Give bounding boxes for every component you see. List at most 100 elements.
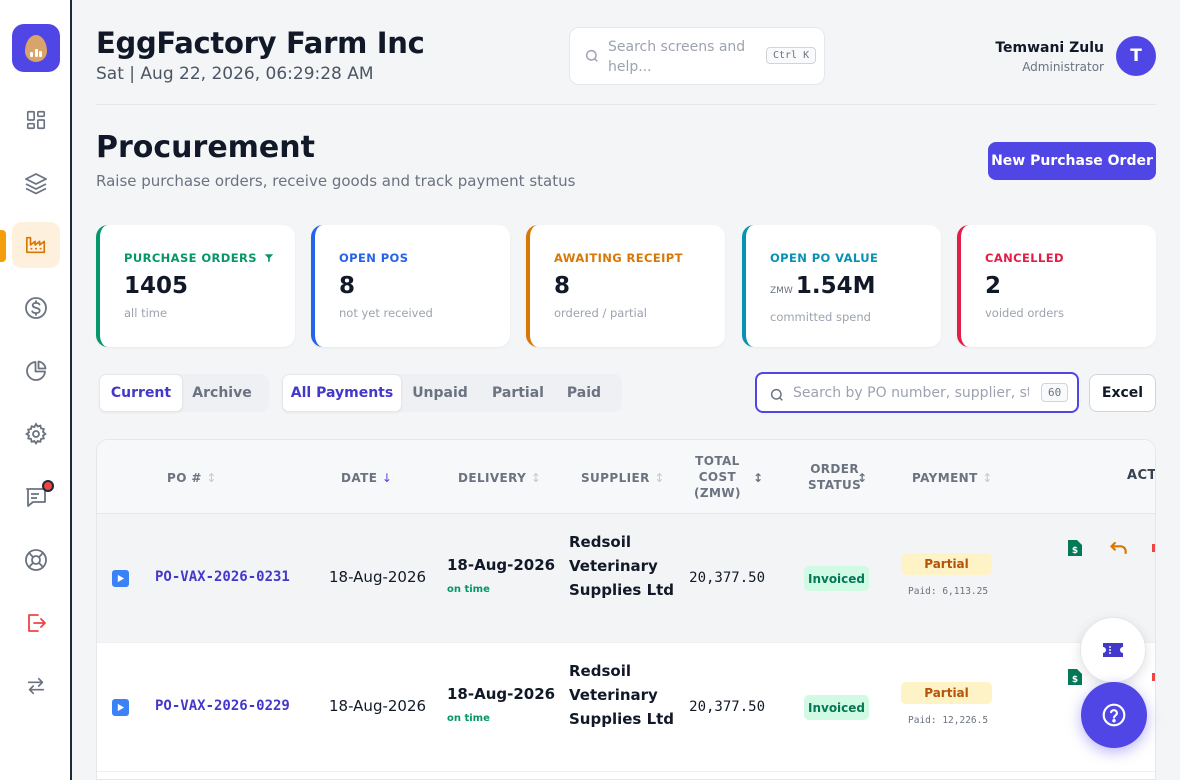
search-icon (585, 49, 598, 62)
user-role: Administrator (1022, 60, 1104, 74)
status-badge: Invoiced (804, 566, 869, 591)
filter-paid[interactable]: Paid (566, 385, 602, 401)
page-title: Procurement (96, 130, 315, 165)
table-header: PO # ↕ DATE ↓ DELIVERY ↕ SUPPLIER ↕ TOTA… (97, 440, 1156, 514)
stat-value: 1.54M (795, 273, 876, 299)
avatar[interactable]: T (1116, 36, 1156, 76)
invoice-icon[interactable]: $ (1067, 539, 1083, 557)
col-order-status[interactable]: ORDER STATUS (808, 462, 862, 492)
stat-value: 8 (554, 273, 571, 299)
col-delivery[interactable]: DELIVERY ↕ (458, 471, 542, 485)
stat-label: PURCHASE ORDERS (124, 251, 257, 265)
invoice-icon[interactable]: $ (1067, 668, 1083, 686)
scope-toggle: Current Archive (99, 374, 269, 412)
stat-card-cancelled[interactable]: CANCELLED 2 voided orders (957, 225, 1156, 347)
delivery-date: 18-Aug-2026 (447, 556, 556, 574)
delete-icon[interactable] (1152, 542, 1155, 552)
po-date: 18-Aug-2026 (329, 568, 427, 586)
svg-text:$: $ (1072, 675, 1078, 685)
nav-procurement[interactable] (12, 222, 60, 268)
stat-label: OPEN PO VALUE (770, 251, 879, 265)
user-name: Temwani Zulu (995, 40, 1104, 56)
global-search[interactable]: Search screens and help... Ctrl K (569, 27, 825, 85)
table-search: 60 (755, 372, 1079, 413)
stat-card-open-po-value[interactable]: OPEN PO VALUE ZMW 1.54M committed spend (742, 225, 941, 347)
header-divider (96, 104, 1156, 105)
stat-card-purchase-orders[interactable]: PURCHASE ORDERS 1405 all time (96, 225, 295, 347)
lifebuoy-icon (25, 549, 47, 571)
payment-badge: Partial (901, 553, 992, 575)
col-actions: ACTIONS (1127, 468, 1156, 483)
total-cost: 20,377.50 (689, 570, 765, 586)
delivery-note: on time (447, 713, 490, 724)
payment-badge: Partial (901, 682, 992, 704)
sort-icon: ↕ (530, 471, 542, 485)
nav-support[interactable] (12, 537, 60, 583)
sort-icon: ↕ (982, 471, 993, 485)
tab-archive[interactable]: Archive (192, 385, 252, 401)
col-total-cost[interactable]: TOTAL COST (ZMW) (694, 454, 741, 500)
settings-gear-icon (24, 422, 47, 446)
supplier-name: Redsoil Veterinary Supplies Ltd (569, 533, 675, 599)
stat-label: OPEN POS (339, 251, 409, 265)
stat-card-open-pos[interactable]: OPEN POS 8 not yet received (311, 225, 510, 347)
undo-icon[interactable] (1109, 540, 1129, 556)
expand-row-icon[interactable] (112, 699, 129, 716)
notification-badge (42, 480, 54, 492)
table-row[interactable]: PO-VAX-2026-0229 18-Aug-2026 18-Aug-2026… (97, 643, 1155, 772)
stat-value: 2 (985, 273, 1002, 299)
sort-icon: ↕ (206, 471, 217, 485)
stat-sub: voided orders (985, 306, 1065, 320)
app-logo[interactable] (12, 24, 60, 72)
nav-reports[interactable] (12, 348, 60, 394)
col-date[interactable]: DATE ↓ (341, 471, 393, 485)
nav-inventory[interactable] (12, 160, 60, 206)
stat-value: 1405 (124, 273, 189, 299)
excel-export-button[interactable]: Excel (1089, 374, 1156, 412)
nav-logout[interactable] (12, 600, 60, 646)
nav-finance[interactable] (12, 285, 60, 331)
ticket-fab-button[interactable] (1080, 617, 1146, 683)
stat-card-awaiting-receipt[interactable]: AWAITING RECEIPT 8 ordered / partial (526, 225, 725, 347)
paid-amount: Paid: 12,226.5 (908, 715, 989, 726)
nav-dashboard[interactable] (12, 97, 60, 143)
ticket-icon (1103, 643, 1123, 657)
filter-partial[interactable]: Partial (492, 385, 544, 401)
nav-settings[interactable] (12, 411, 60, 457)
sort-desc-icon: ↓ (381, 471, 393, 485)
nav-switch[interactable] (12, 663, 60, 709)
filter-all-payments[interactable]: All Payments (282, 374, 402, 412)
po-number-link[interactable]: PO-VAX-2026-0231 (155, 569, 290, 585)
supplier-name: Redsoil Veterinary Supplies Ltd (569, 662, 675, 728)
stat-sub: committed spend (770, 310, 871, 324)
new-purchase-order-button[interactable]: New Purchase Order (988, 142, 1156, 180)
sort-icon: ↕ (654, 471, 665, 485)
delete-icon[interactable] (1152, 671, 1155, 681)
help-fab-button[interactable] (1081, 682, 1147, 748)
stat-sub: ordered / partial (554, 306, 647, 320)
company-name: EggFactory Farm Inc (96, 26, 425, 60)
table-search-input[interactable] (793, 383, 1029, 403)
stat-sub: not yet received (339, 306, 433, 320)
global-search-placeholder: Search screens and help... (608, 39, 746, 75)
payment-filter: All Payments Unpaid Partial Paid (282, 374, 622, 412)
stat-label: AWAITING RECEIPT (554, 251, 683, 265)
col-po[interactable]: PO # ↕ (167, 471, 217, 485)
po-number-link[interactable]: PO-VAX-2026-0229 (155, 698, 290, 714)
table-row[interactable]: PO-VAX-2026-0231 18-Aug-2026 18-Aug-2026… (97, 514, 1155, 643)
total-cost: 20,377.50 (689, 699, 765, 715)
filter-unpaid[interactable]: Unpaid (412, 385, 468, 401)
sort-icon[interactable]: ↕ (753, 471, 764, 485)
col-supplier[interactable]: SUPPLIER ↕ (581, 471, 665, 485)
page-subtitle: Raise purchase orders, receive goods and… (96, 172, 576, 190)
tab-current[interactable]: Current (99, 374, 183, 412)
sort-icon[interactable]: ↕ (857, 471, 868, 485)
expand-row-icon[interactable] (112, 570, 129, 587)
pie-chart-icon (26, 360, 47, 381)
col-payment[interactable]: PAYMENT ↕ (912, 471, 993, 485)
layers-icon (25, 173, 47, 195)
stat-value: 8 (339, 273, 356, 299)
table-row[interactable] (97, 772, 1155, 779)
help-question-icon (1102, 703, 1126, 727)
nav-messages[interactable] (12, 474, 60, 520)
